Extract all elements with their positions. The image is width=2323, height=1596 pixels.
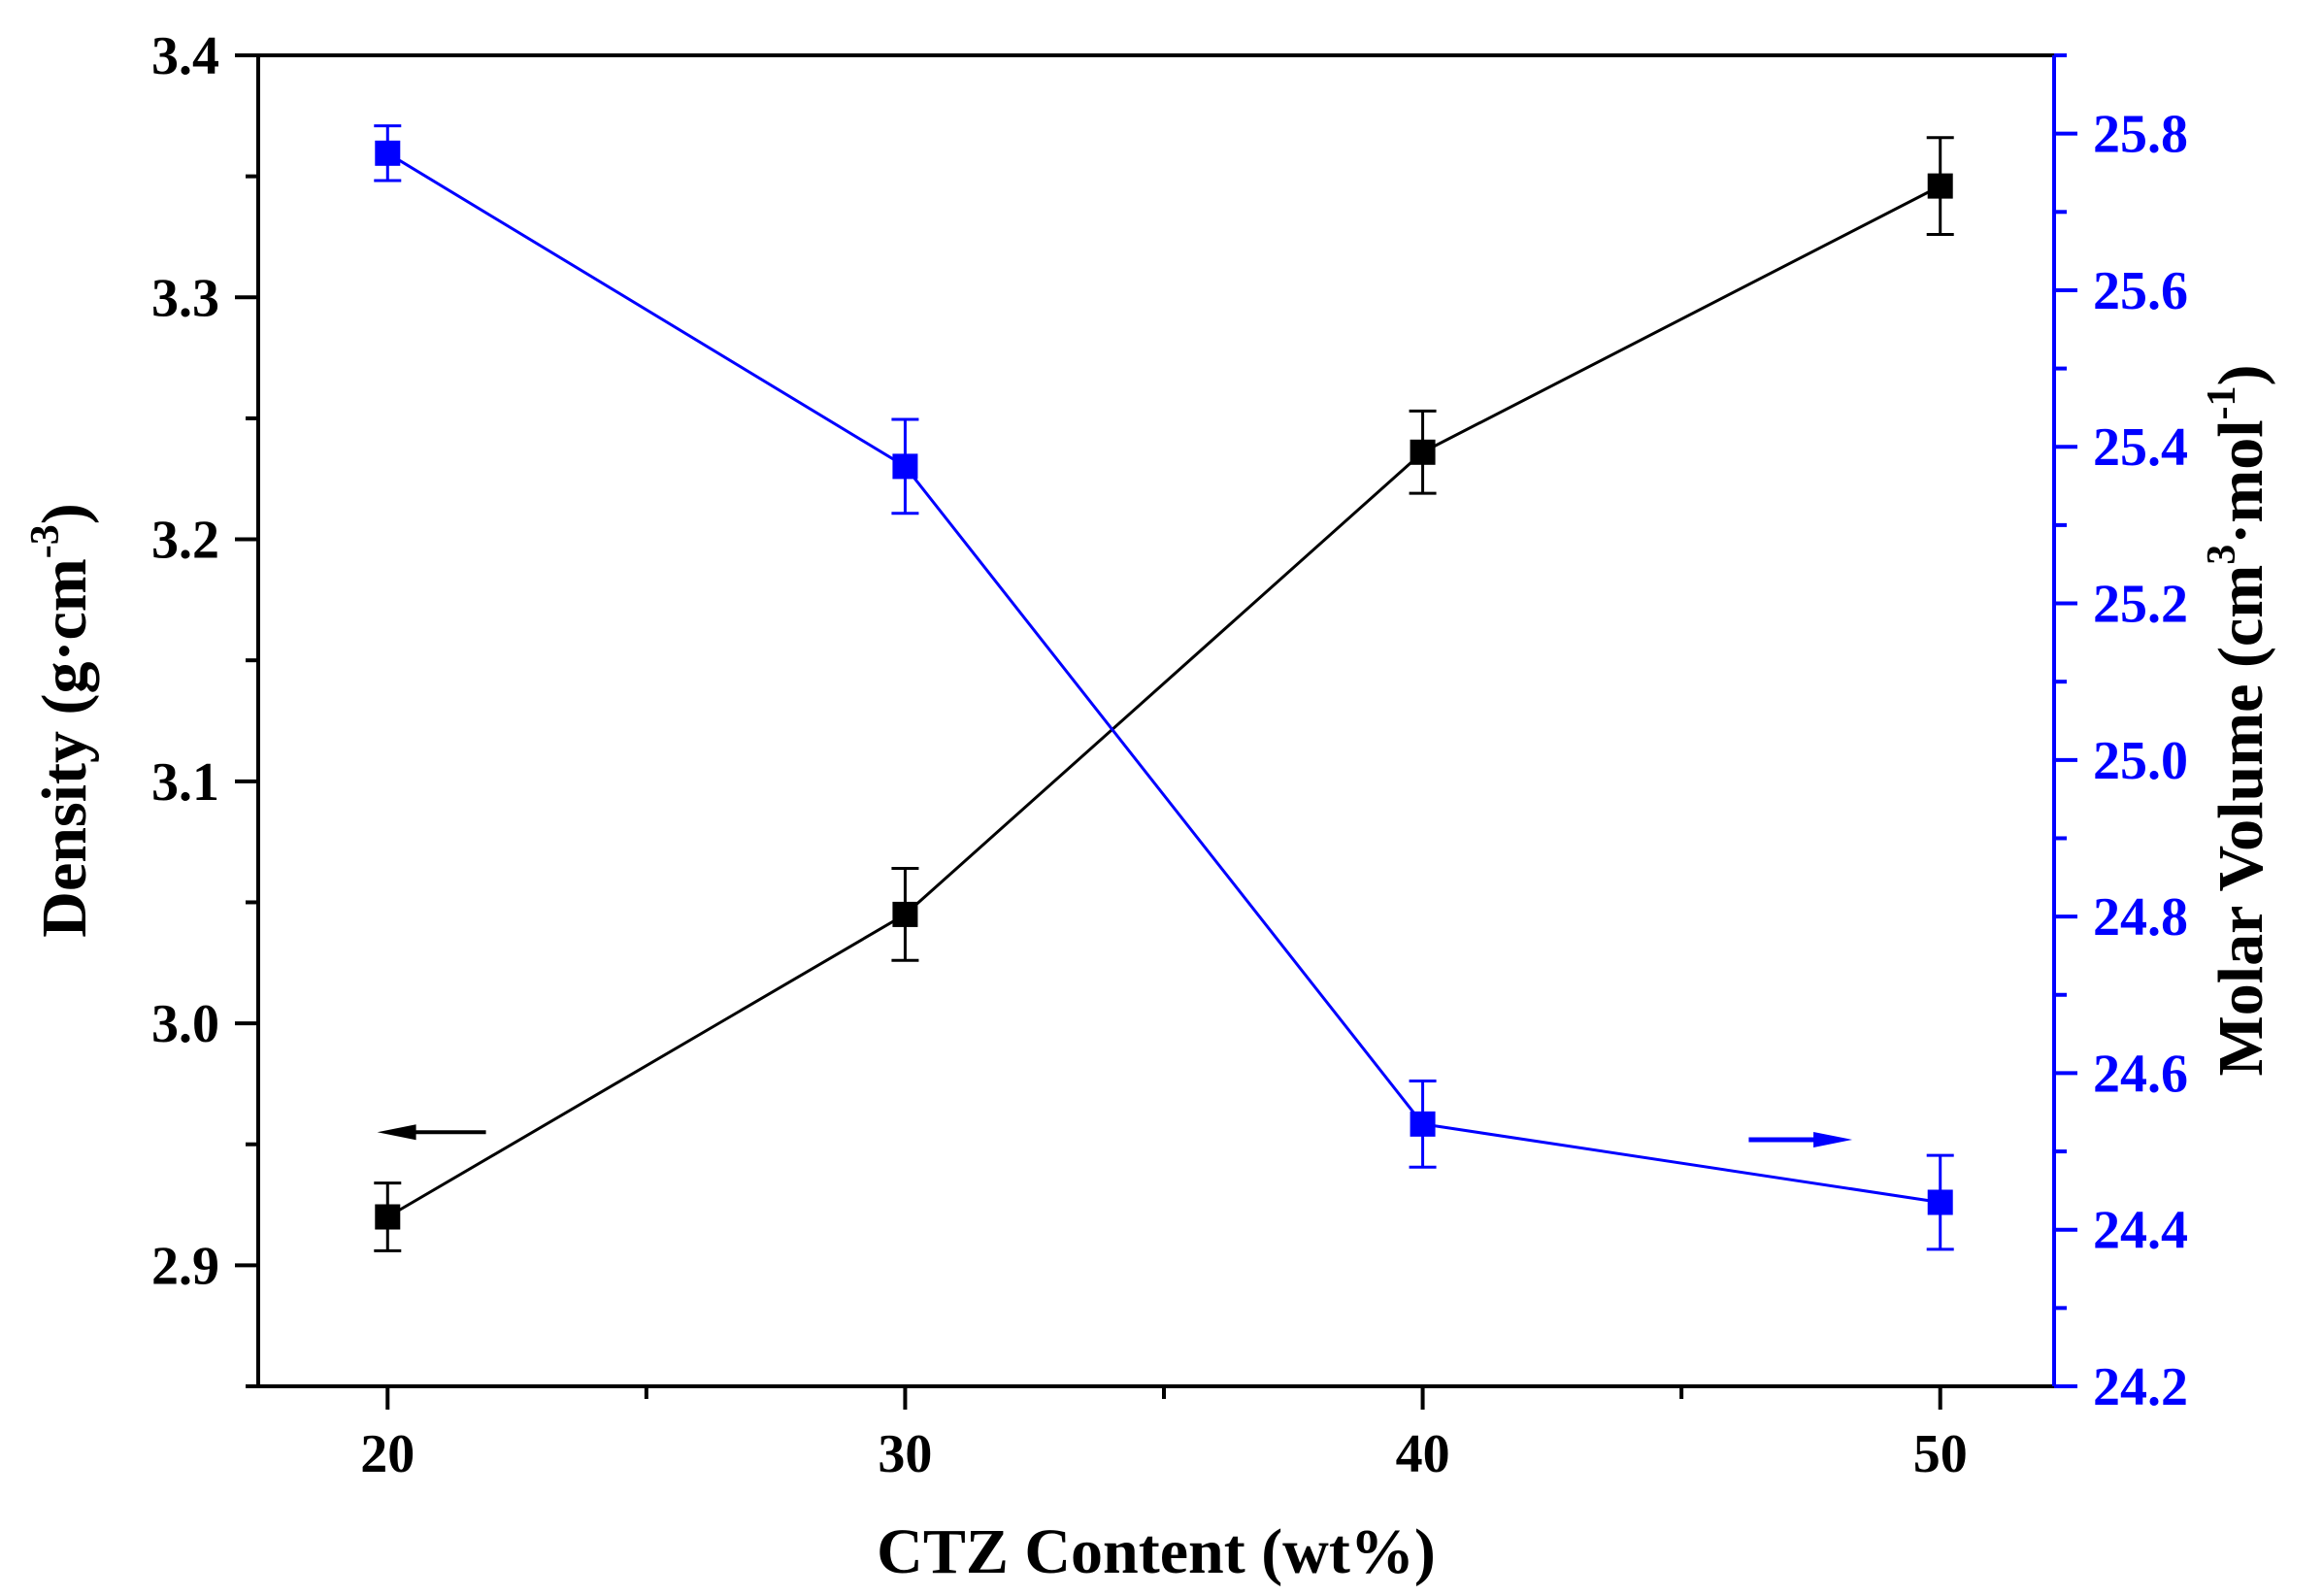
x-tick-label: 20 bbox=[360, 1424, 415, 1484]
x-tick-label: 30 bbox=[878, 1424, 932, 1484]
y-right-tick-label: 25.0 bbox=[2093, 731, 2188, 791]
x-axis-title: CTZ Content (wt%) bbox=[877, 1516, 1436, 1587]
molar-volume-series-line bbox=[386, 151, 1941, 1204]
density-point bbox=[375, 1204, 401, 1230]
y-left-tick-label: 3.1 bbox=[151, 752, 219, 813]
y-right-tick-label: 25.6 bbox=[2093, 261, 2188, 321]
y-right-tick-label: 25.2 bbox=[2093, 575, 2188, 635]
molar-volume-point bbox=[1927, 1189, 1953, 1215]
density-point bbox=[1410, 439, 1436, 465]
y-left-tick-label: 3.2 bbox=[151, 511, 219, 571]
molar-volume-point bbox=[892, 453, 918, 480]
molar-volume-point bbox=[1410, 1111, 1436, 1137]
y-right-tick-label: 24.6 bbox=[2093, 1044, 2188, 1104]
y-right-tick-label: 24.4 bbox=[2093, 1201, 2188, 1261]
density-point bbox=[1927, 173, 1953, 199]
right-y-axis-title: Molar Volume (cm3·mol-1) bbox=[2200, 364, 2276, 1076]
annotation-layer bbox=[377, 1124, 1853, 1147]
y-right-tick-label: 25.4 bbox=[2093, 417, 2188, 478]
molar-volume-axis-arrow-head bbox=[1813, 1131, 1853, 1147]
y-right-tick-label: 24.8 bbox=[2093, 887, 2188, 948]
y-left-tick-label: 3.0 bbox=[151, 994, 219, 1054]
right-y-axis-ticks: 24.2 24.4 24.6 24.8 25.0 25.2 25.4 25.6 25.8 bbox=[2054, 53, 2188, 1417]
y-left-tick-label: 3.4 bbox=[151, 26, 219, 86]
y-right-tick-label: 25.8 bbox=[2093, 105, 2188, 165]
plot-frame bbox=[256, 53, 2056, 1388]
density-series-line bbox=[386, 184, 1941, 1218]
molar-volume-point bbox=[375, 140, 401, 166]
series-layer bbox=[374, 124, 1954, 1252]
y-left-tick-label: 3.3 bbox=[151, 268, 219, 328]
x-tick-label: 40 bbox=[1396, 1424, 1450, 1484]
density-point bbox=[892, 901, 918, 927]
y-left-tick-label: 2.9 bbox=[151, 1236, 219, 1296]
left-y-axis-title: Density (g·cm-3) bbox=[23, 503, 100, 937]
y-right-tick-label: 24.2 bbox=[2093, 1357, 2188, 1417]
density-axis-arrow-head bbox=[377, 1124, 416, 1141]
x-tick-label: 50 bbox=[1913, 1424, 1968, 1484]
x-axis-ticks: 20 30 40 50 bbox=[360, 1386, 1968, 1484]
left-y-axis-ticks: 2.9 3.0 3.1 3.2 3.3 3.4 bbox=[151, 26, 258, 1388]
